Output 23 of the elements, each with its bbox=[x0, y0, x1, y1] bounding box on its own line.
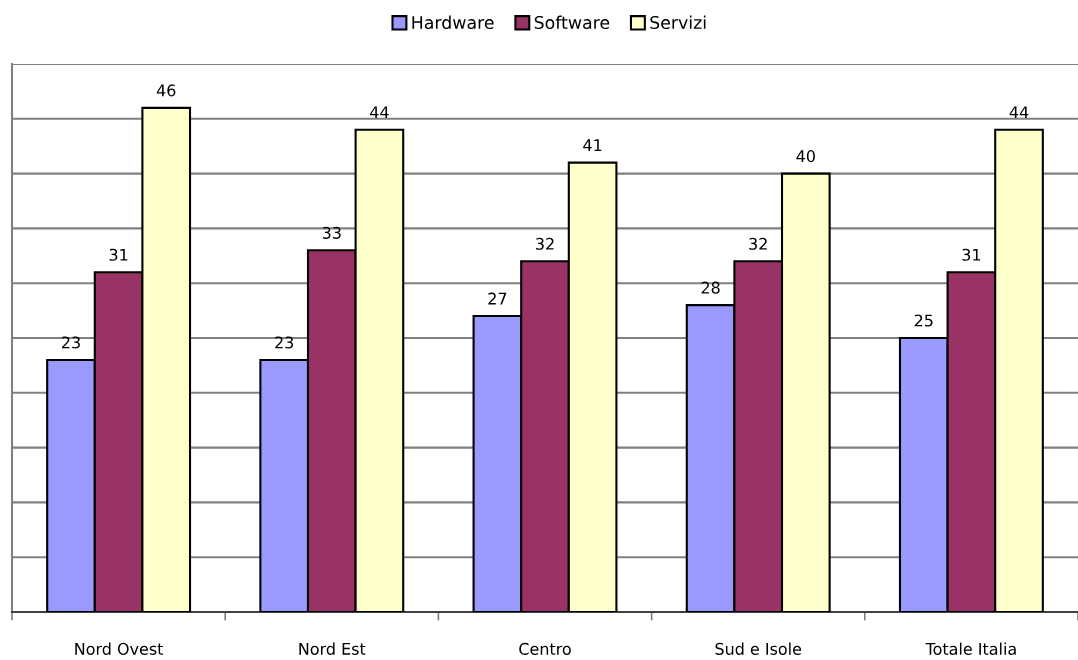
data-label: 32 bbox=[536, 237, 554, 250]
data-label: 41 bbox=[583, 139, 602, 151]
data-label: 44 bbox=[1009, 106, 1029, 119]
data-label: 31 bbox=[109, 248, 128, 261]
x-tick-label: Centro bbox=[519, 642, 571, 655]
data-label: 27 bbox=[488, 292, 507, 305]
legend-label: Hardware bbox=[412, 15, 494, 30]
x-tick-label: Nord Ovest bbox=[75, 642, 164, 655]
x-tick-label: Sud e Isole bbox=[715, 642, 802, 655]
data-label: 33 bbox=[322, 226, 341, 239]
data-label: 40 bbox=[796, 150, 815, 163]
legend-label: Software bbox=[534, 15, 610, 30]
data-label: 32 bbox=[749, 237, 767, 250]
data-label: 28 bbox=[701, 281, 720, 294]
data-label: 31 bbox=[962, 248, 981, 261]
x-tick-label: Totale Italia bbox=[925, 642, 1016, 655]
data-label: 23 bbox=[275, 336, 294, 349]
data-label: 23 bbox=[61, 336, 80, 349]
data-label: 46 bbox=[156, 84, 176, 97]
data-label: 25 bbox=[914, 314, 933, 327]
x-tick-label: Nord Est bbox=[299, 642, 366, 655]
legend-label: Servizi bbox=[650, 15, 706, 30]
data-label: 44 bbox=[370, 106, 389, 119]
